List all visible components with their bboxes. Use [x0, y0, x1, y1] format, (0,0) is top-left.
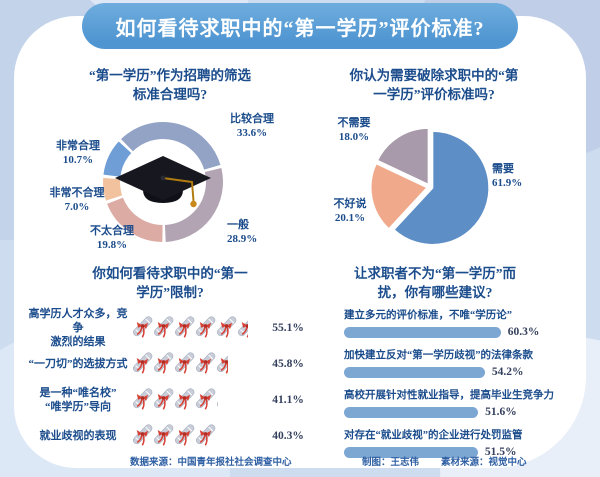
diploma-icon: [174, 352, 195, 374]
content-card: [14, 16, 586, 468]
diploma-icon-strip: [132, 313, 248, 343]
diploma-icon: [132, 424, 153, 446]
diploma-icon: [195, 352, 216, 374]
diploma-icon: [153, 424, 174, 446]
footer: 数据来源：中国青年报社社会调查中心 制图：王志伟 素材来源：视觉中心: [0, 454, 600, 470]
pie-label: 需要 61.9%: [492, 163, 523, 189]
donut-label: 非常合理 10.7%: [56, 140, 100, 166]
diploma-icon: [195, 424, 216, 446]
pictograph-row: 就业歧视的表现: [27, 418, 304, 454]
bar-fill: [344, 446, 478, 458]
diploma-icon: [132, 388, 153, 410]
diploma-icon: [153, 316, 174, 338]
diploma-icon: [174, 388, 195, 410]
bar-row: 对存在“就业歧视”的企业进行处罚监管 51.5%: [344, 430, 523, 458]
donut-segments: [103, 122, 223, 242]
bar-value: 51.5%: [484, 446, 517, 458]
data-source: 数据来源：中国青年报社社会调查中心: [130, 458, 292, 468]
material-source: 素材来源：视觉中心: [441, 458, 527, 468]
diploma-icon: [195, 316, 216, 338]
bar-row: 建立多元的评价标准，不唯“学历论” 60.3%: [344, 310, 540, 338]
donut-label: 比较合理 33.6%: [230, 113, 274, 139]
pie-chart: [369, 126, 491, 246]
pictograph-row: 高学历人才众多，竞争 激烈的结果: [27, 308, 304, 348]
bar-value: 51.6%: [485, 406, 517, 418]
bar-value: 60.3%: [507, 326, 540, 338]
diploma-icon: [174, 316, 195, 338]
pictograph-value: 55.1%: [272, 322, 304, 334]
donut-chart: [103, 122, 223, 242]
diploma-icon: [216, 352, 229, 374]
diploma-icon: [132, 316, 153, 338]
pictograph-value: 40.3%: [272, 430, 304, 442]
diploma-icon: [216, 421, 217, 449]
donut-label: 不太合理 19.8%: [90, 225, 134, 251]
pie-chart-title: 你认为需要破除求职中的“第 一学历”评价标准吗?: [349, 68, 519, 102]
pictograph-row: “一刀切”的选拔方式: [27, 346, 304, 382]
bar-fill: [344, 366, 485, 378]
diploma-icon: [153, 388, 174, 410]
diploma-icon: [174, 424, 195, 446]
pictograph-title: 你如何看待求职中的“第一 学历”限制?: [92, 266, 248, 300]
pie-slices: [369, 126, 491, 246]
diploma-icon: [153, 352, 174, 374]
bar-fill: [344, 326, 501, 338]
diploma-icon: [237, 316, 248, 338]
header-banner: 如何看待求职中的“第一学历”评价标准?: [82, 3, 518, 49]
bar-value: 54.2%: [491, 366, 524, 378]
donut-label: 非常不合理 7.0%: [49, 187, 105, 213]
bar-chart-title: 让求职者不为“第一学历”而 扰，你有哪些建议?: [354, 266, 516, 300]
bar-chart: 建立多元的评价标准，不唯“学历论” 60.3% 加快建立反对“第一学历歧视”的法…: [344, 307, 579, 467]
bar-row: 加快建立反对“第一学历歧视”的法律条款 54.2%: [344, 350, 533, 378]
pictograph-value: 45.8%: [272, 358, 304, 370]
bar-row: 高校开展针对性就业指导，提高毕业生竞争力 51.6%: [344, 390, 554, 418]
graduation-cap-icon: [115, 156, 211, 208]
pie-label: 不好说 20.1%: [333, 198, 367, 224]
diploma-icon: [216, 388, 219, 409]
diploma-icon-strip: [132, 385, 219, 415]
diploma-icon-strip: [132, 421, 217, 451]
credit: 制图：王志伟: [362, 458, 420, 468]
diploma-icon: [195, 388, 216, 410]
donut-chart-title: “第一学历”作为招聘的筛选 标准合理吗?: [89, 68, 251, 102]
pie-label: 不需要 18.0%: [337, 117, 371, 143]
diploma-icon: [132, 352, 153, 374]
diploma-icon-strip: [132, 349, 229, 379]
pictograph-value: 41.1%: [272, 394, 304, 406]
donut-label: 一般 28.9%: [227, 219, 258, 245]
pictograph-row: 是一种“唯名校” “唯学历”导向: [27, 382, 304, 418]
main-title: 如何看待求职中的“第一学历”评价标准?: [115, 17, 485, 40]
bar-fill: [344, 406, 479, 418]
diploma-icon: [216, 316, 237, 338]
